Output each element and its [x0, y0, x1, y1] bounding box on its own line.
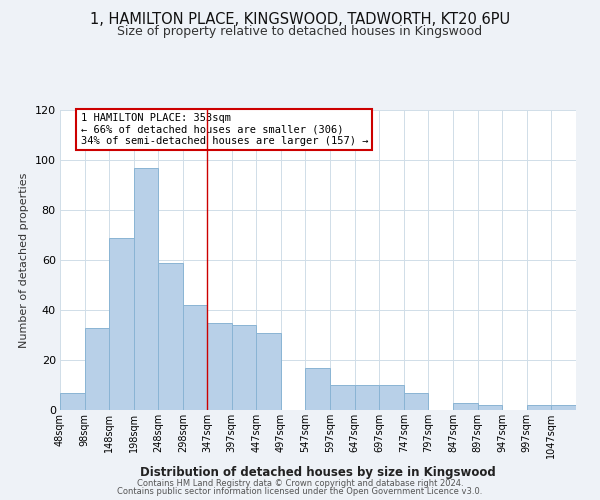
- Bar: [256, 332, 281, 410]
- Bar: [330, 385, 355, 410]
- Bar: [109, 238, 134, 410]
- X-axis label: Distribution of detached houses by size in Kingswood: Distribution of detached houses by size …: [140, 466, 496, 479]
- Text: Contains HM Land Registry data © Crown copyright and database right 2024.: Contains HM Land Registry data © Crown c…: [137, 478, 463, 488]
- Bar: [183, 305, 207, 410]
- Bar: [232, 325, 256, 410]
- Bar: [158, 262, 183, 410]
- Bar: [207, 322, 232, 410]
- Bar: [134, 168, 158, 410]
- Text: 1, HAMILTON PLACE, KINGSWOOD, TADWORTH, KT20 6PU: 1, HAMILTON PLACE, KINGSWOOD, TADWORTH, …: [90, 12, 510, 28]
- Bar: [453, 402, 478, 410]
- Text: 1 HAMILTON PLACE: 353sqm
← 66% of detached houses are smaller (306)
34% of semi-: 1 HAMILTON PLACE: 353sqm ← 66% of detach…: [80, 113, 368, 146]
- Bar: [404, 392, 428, 410]
- Text: Contains public sector information licensed under the Open Government Licence v3: Contains public sector information licen…: [118, 487, 482, 496]
- Bar: [527, 405, 551, 410]
- Bar: [355, 385, 379, 410]
- Y-axis label: Number of detached properties: Number of detached properties: [19, 172, 29, 348]
- Bar: [551, 405, 576, 410]
- Text: Size of property relative to detached houses in Kingswood: Size of property relative to detached ho…: [118, 25, 482, 38]
- Bar: [85, 328, 109, 410]
- Bar: [305, 368, 330, 410]
- Bar: [478, 405, 502, 410]
- Bar: [60, 392, 85, 410]
- Bar: [379, 385, 404, 410]
